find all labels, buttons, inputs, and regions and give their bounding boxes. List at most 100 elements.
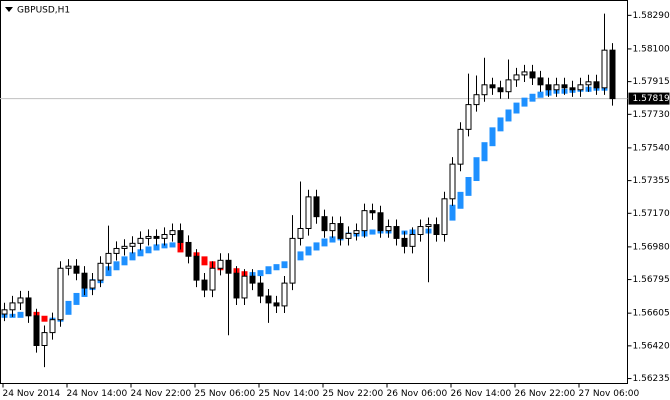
candle-body: [353, 230, 360, 234]
indicator-block: [329, 236, 336, 243]
indicator-block: [473, 157, 480, 182]
indicator-block: [145, 246, 152, 254]
candle-body: [105, 252, 112, 264]
candle-body: [113, 247, 120, 254]
indicator-block: [489, 127, 496, 147]
candle-body: [145, 235, 152, 239]
candle-body: [49, 319, 56, 334]
indicator-block: [201, 256, 208, 266]
indicator-block: [305, 246, 312, 256]
candle-body: [441, 198, 448, 236]
candle-body: [217, 259, 224, 269]
candle-body: [121, 245, 128, 249]
candle-body: [169, 230, 176, 236]
candle-body: [393, 226, 400, 239]
candle-body: [585, 81, 592, 86]
indicator-block: [297, 251, 304, 261]
indicator-block: [281, 261, 288, 269]
candle-body: [593, 81, 600, 89]
candle-body: [273, 302, 280, 307]
candle-body: [177, 230, 184, 243]
indicator-block: [273, 264, 280, 271]
indicator-block: [129, 252, 136, 261]
candle-body: [481, 84, 488, 96]
indicator-block: [457, 191, 464, 209]
x-tick-label: 24 Nov 14:00: [67, 389, 128, 399]
indicator-block: [137, 249, 144, 257]
x-tick-label: 25 Nov 06:00: [195, 389, 256, 399]
indicator-block: [17, 311, 24, 318]
indicator-block: [41, 315, 48, 322]
candle-body: [505, 79, 512, 93]
indicator-block: [257, 270, 264, 277]
indicator-block: [169, 242, 176, 248]
candle-body: [297, 227, 304, 239]
indicator-block: [513, 102, 520, 114]
indicator-block: [529, 93, 536, 102]
x-tick-label: 26 Nov 06:00: [387, 389, 448, 399]
candle-body: [553, 84, 560, 91]
indicator-block: [505, 109, 512, 122]
x-tick-label: 26 Nov 14:00: [451, 389, 512, 399]
y-tick-label: 1.58100: [633, 44, 670, 54]
candle-body: [601, 49, 608, 89]
indicator-block: [265, 266, 272, 275]
candle-body: [25, 297, 32, 317]
indicator-block: [73, 292, 80, 305]
candle-body: [281, 282, 288, 307]
indicator-block: [65, 300, 72, 315]
indicator-block: [521, 97, 528, 107]
candle-body: [129, 242, 136, 247]
candle-body: [361, 210, 368, 232]
candle-body: [17, 297, 24, 304]
candle-body: [409, 234, 416, 247]
candle-body: [193, 255, 200, 281]
candle-body: [321, 216, 328, 232]
candle-body: [257, 282, 264, 297]
candle-body: [449, 163, 456, 200]
candle-body: [153, 235, 160, 239]
y-tick-label: 1.56235: [633, 374, 670, 384]
candle-body: [545, 84, 552, 91]
x-tick-label: 25 Nov 14:00: [259, 389, 320, 399]
candle-body: [185, 241, 192, 257]
y-tick-label: 1.57730: [633, 110, 670, 120]
candle-body: [457, 128, 464, 165]
candle-body: [377, 212, 384, 232]
indicator-block: [321, 238, 328, 247]
y-tick-label: 1.56605: [633, 309, 670, 319]
candle-body: [289, 237, 296, 284]
chart-title: GBPUSD,H1: [17, 6, 70, 16]
candle-body: [577, 84, 584, 91]
y-tick-label: 1.57355: [633, 176, 670, 186]
candle-body: [313, 196, 320, 218]
indicator-block: [465, 177, 472, 196]
candle-body: [537, 77, 544, 86]
x-tick-label: 26 Nov 22:00: [515, 389, 576, 399]
candle-body: [337, 223, 344, 239]
candle-body: [561, 84, 568, 89]
candle-body: [329, 223, 336, 232]
candle-body: [89, 279, 96, 289]
menu-arrow[interactable]: [5, 7, 13, 12]
candle-body: [369, 210, 376, 214]
indicator-block: [537, 91, 544, 98]
candle-body: [97, 262, 104, 281]
candle-body: [425, 224, 432, 228]
indicator-block: [113, 261, 120, 271]
indicator-block: [369, 229, 376, 235]
y-tick-label: 1.58290: [633, 11, 670, 21]
indicator-block: [481, 142, 488, 162]
candle-body: [489, 84, 496, 89]
x-tick-label: 24 Nov 2014: [3, 389, 61, 399]
y-tick-label: 1.57170: [633, 209, 670, 219]
candle-body: [513, 74, 520, 81]
x-tick-label: 27 Nov 06:00: [579, 389, 640, 399]
candle-body: [433, 224, 440, 236]
indicator-block: [449, 204, 456, 221]
candle-body: [529, 71, 536, 79]
candle-body: [569, 87, 576, 91]
candle-body: [41, 332, 48, 347]
